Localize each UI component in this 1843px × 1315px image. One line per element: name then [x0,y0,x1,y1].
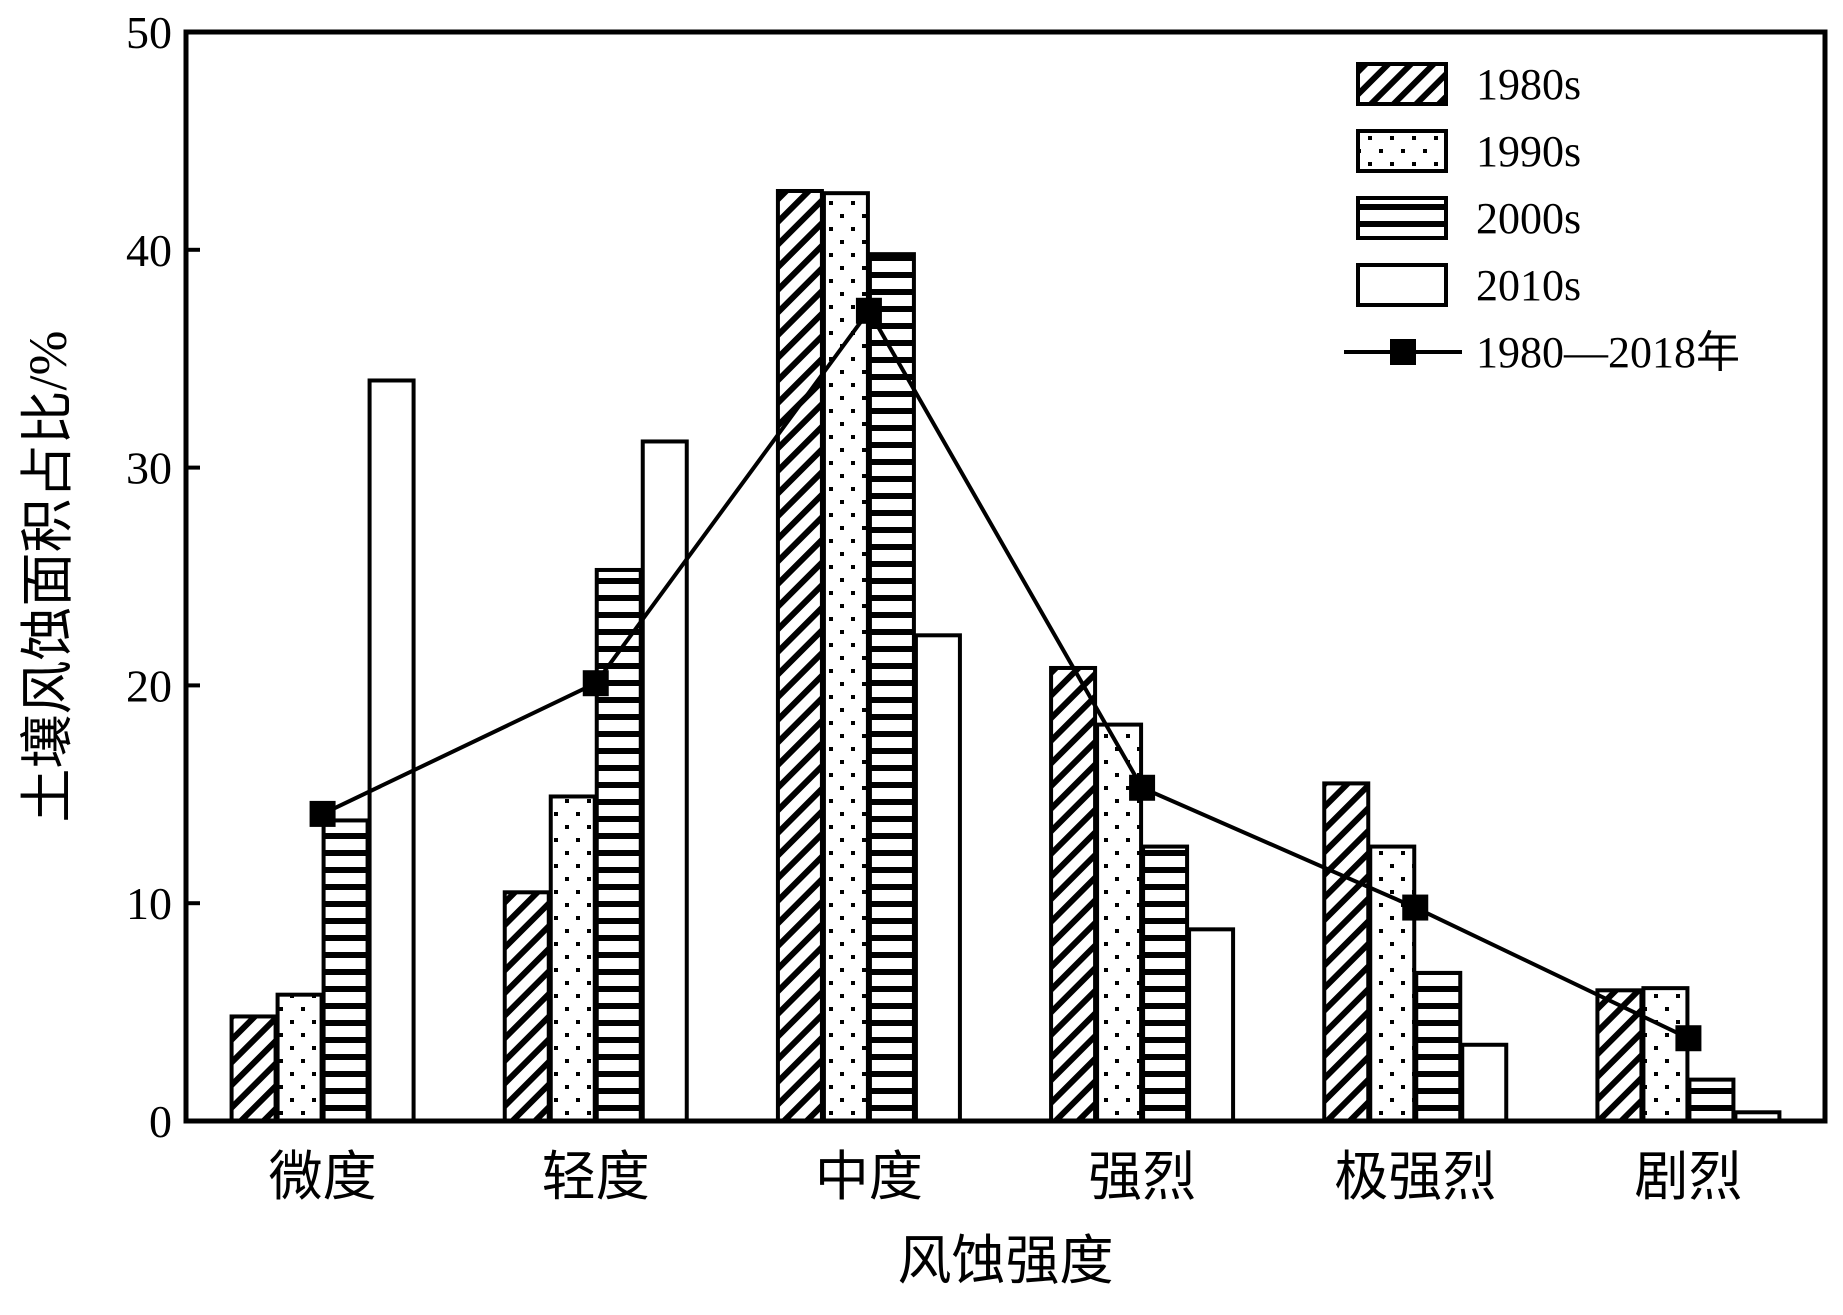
bar-1980s-剧烈 [1595,988,1644,1123]
bar-1990s-轻度 [548,794,597,1124]
trend-line-1980—2018年 [321,307,1690,1041]
plot-frame [183,29,1828,1124]
bar-2010s-强烈 [1187,927,1236,1123]
bar-2000s-中度 [867,252,916,1123]
legend: 1980s 1990s 2000s 2010s 1980—2018年 [1344,60,1740,377]
trend-point-极强烈 [1402,894,1429,921]
legend-label-1980—2018年: 1980—2018年 [1476,328,1740,377]
x-axis-title: 风蚀强度 [898,1231,1114,1291]
legend-label-1990s: 1990s [1476,127,1581,176]
y-axis-title: 土壤风蚀面积占比/% [18,331,78,823]
x-tick-label-中度: 中度 [815,1147,923,1207]
bar-1980s-微度 [229,1014,278,1123]
trend-point-剧烈 [1675,1025,1702,1052]
bar-1980s-轻度 [502,890,551,1123]
legend-label-2000s: 2000s [1476,194,1581,243]
trend-line-layer [309,297,1702,1052]
bar-2010s-轻度 [640,439,689,1123]
bar-1990s-极强烈 [1368,844,1417,1124]
bar-1980s-强烈 [1049,665,1098,1123]
bar-1980s-中度 [775,188,824,1123]
legend-swatch-2010s [1356,263,1448,307]
trend-point-轻度 [582,670,609,697]
bar-2000s-微度 [321,818,370,1123]
bar-1990s-中度 [821,191,870,1123]
x-tick-label-剧烈: 剧烈 [1634,1147,1742,1207]
y-tick-label-40: 40 [126,225,172,276]
bar-1990s-剧烈 [1641,986,1690,1124]
bar-2010s-微度 [367,378,416,1124]
legend-swatch-1980s [1356,62,1448,106]
bar-1990s-微度 [275,992,324,1124]
y-tick-label-10: 10 [126,878,172,929]
y-tick-label-20: 20 [126,660,172,711]
bar-2010s-中度 [913,633,962,1124]
legend-swatch-2000s [1356,196,1448,240]
trend-point-微度 [309,800,336,827]
y-tick-label-0: 0 [149,1096,172,1147]
trend-point-中度 [855,297,882,324]
bar-2010s-极强烈 [1460,1042,1509,1124]
legend-swatch-1990s [1356,129,1448,173]
legend-marker-1980—2018年 [1390,339,1416,365]
bar-2000s-强烈 [1141,844,1190,1124]
x-tick-label-微度: 微度 [269,1147,377,1207]
y-tick-label-50: 50 [126,7,172,58]
x-tick-label-强烈: 强烈 [1088,1147,1196,1207]
trend-point-强烈 [1129,774,1156,801]
legend-label-1980s: 1980s [1476,60,1581,109]
x-tick-label-轻度: 轻度 [542,1147,650,1207]
legend-label-2010s: 2010s [1476,261,1581,310]
bar-2000s-剧烈 [1687,1077,1736,1124]
bar-1980s-极强烈 [1322,781,1371,1123]
bar-2000s-极强烈 [1414,970,1463,1123]
x-tick-label-极强烈: 极强烈 [1334,1147,1496,1207]
y-tick-label-30: 30 [126,443,172,494]
